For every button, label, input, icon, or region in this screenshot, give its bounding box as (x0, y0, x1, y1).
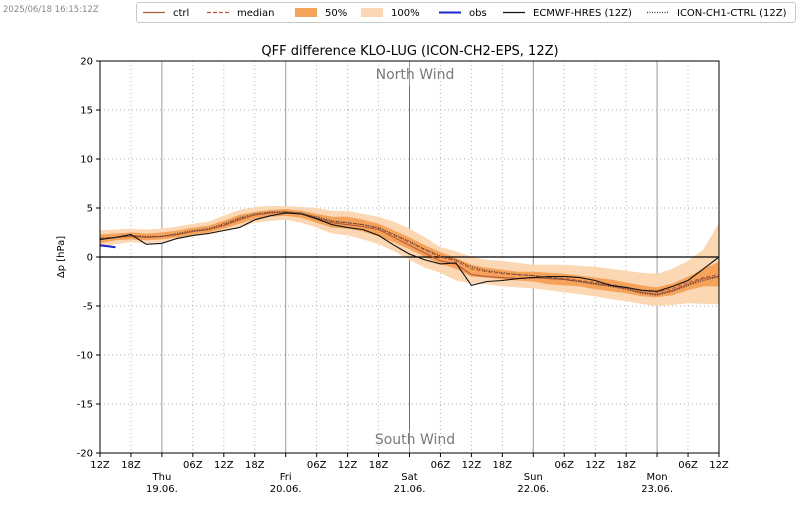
day-label: Thu (152, 472, 172, 483)
x-tick-label: 12Z (214, 460, 234, 471)
x-tick-label: 12Z (585, 460, 605, 471)
x-tick-label: 06Z (554, 460, 574, 471)
y-tick-label: 0 (87, 253, 93, 264)
legend-item-icon-ch1-ctrl-12z: ICON-CH1-CTRL (12Z) (647, 8, 787, 19)
chart-title: QFF difference KLO-LUG (ICON-CH2-EPS, 12… (261, 44, 558, 59)
y-tick-label: 5 (87, 204, 93, 215)
day-label: Sun (524, 472, 543, 483)
y-tick-label: -5 (83, 302, 93, 313)
legend-label: ECMWF-HRES (12Z) (533, 8, 632, 19)
y-axis: -20 -15 -10 -5 0 5 10 15 20 (77, 57, 100, 460)
x-tick-label: 12Z (709, 460, 729, 471)
legend-item-100: 100% (361, 8, 420, 19)
x-tick-label: 06Z (183, 460, 203, 471)
series-icon-ch1-ctrl-12z (99, 211, 720, 296)
date-label: 20.06. (270, 484, 302, 495)
series-lines (99, 211, 720, 296)
legend-label: ICON-CH1-CTRL (12Z) (677, 8, 787, 19)
day-label: Fri (280, 472, 292, 483)
x-tick-label: 18Z (245, 460, 265, 471)
x-tick-label: 18Z (493, 460, 513, 471)
x-tick-label: 18Z (616, 460, 636, 471)
day-label: Sat (401, 472, 417, 483)
day-label: Mon (647, 472, 668, 483)
legend-label: 50% (325, 8, 347, 19)
x-tick-label: 06Z (431, 460, 451, 471)
date-label: 22.06. (517, 484, 549, 495)
annotation-north-wind: North Wind (376, 67, 455, 83)
date-label: 19.06. (146, 484, 178, 495)
x-tick-label: 06Z (678, 460, 698, 471)
x-tick-label: 12Z (90, 460, 110, 471)
series-obs (99, 244, 116, 249)
legend-item-obs: obs (439, 8, 487, 19)
y-tick-label: 15 (80, 106, 93, 117)
bands (100, 206, 719, 306)
legend-label: 100% (391, 8, 420, 19)
series-ecmwf-hres-12z (99, 212, 720, 292)
y-tick-label: 10 (80, 155, 93, 166)
legend-item-50: 50% (295, 8, 347, 19)
band-50 (100, 209, 719, 298)
y-tick-label: -20 (77, 449, 93, 460)
annotation-south-wind: South Wind (375, 432, 455, 448)
y-tick-label: 20 (80, 57, 93, 68)
legend-label: median (237, 8, 275, 19)
legend-svg: ctrl median 50% 100% obs ECMWF-HRES (12Z) ICON… (143, 8, 787, 19)
x-axis: 12Z 18Z 06Z 12Z 18Z 06Z 12Z 18Z 06Z 12Z 18Z 06Z 12Z 1… (90, 453, 729, 495)
x-tick-label: 06Z (307, 460, 327, 471)
legend-item-median: median (207, 8, 275, 19)
legend-swatch (361, 8, 383, 17)
legend-swatch (295, 8, 317, 17)
x-tick-label: 12Z (338, 460, 358, 471)
legend: ctrl median 50% 100% obs ECMWF-HRES (12Z) ICON… (136, 2, 796, 23)
date-label: 23.06. (641, 484, 673, 495)
y-tick-label: -15 (77, 400, 93, 411)
y-axis-label: Δp [hPa] (56, 236, 67, 278)
date-label: 21.06. (394, 484, 426, 495)
legend-label: ctrl (173, 8, 189, 19)
y-tick-label: -10 (77, 351, 93, 362)
series-median (99, 211, 720, 293)
timestamp: 2025/06/18 16:15:12Z (3, 5, 99, 15)
x-tick-label: 18Z (369, 460, 389, 471)
legend-item-ecmwf-hres-12z: ECMWF-HRES (12Z) (503, 8, 632, 19)
x-tick-label: 12Z (462, 460, 482, 471)
x-tick-label: 18Z (121, 460, 141, 471)
legend-item-ctrl: ctrl (143, 8, 189, 19)
legend-label: obs (469, 8, 487, 19)
